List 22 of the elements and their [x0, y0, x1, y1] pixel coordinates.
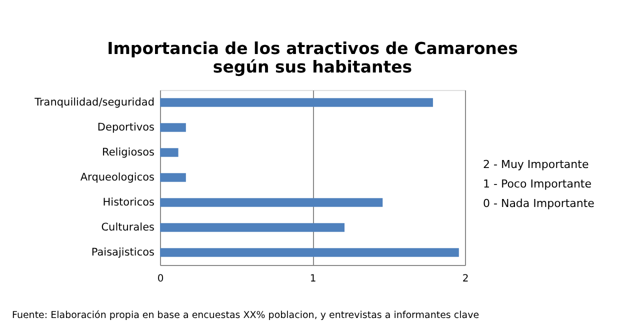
text: 2 - Muy Importante — [483, 158, 589, 171]
bar — [160, 123, 186, 132]
bar — [160, 98, 433, 107]
text: 1 - Poco Importante — [483, 178, 592, 190]
y-tick-label: Deportivos — [97, 122, 154, 134]
y-tick-label: Religiosos — [102, 146, 154, 158]
y-tick-label: Paisajisticos — [91, 246, 154, 258]
bar — [160, 223, 345, 232]
bar — [160, 173, 186, 182]
bar — [160, 248, 459, 257]
y-tick-label: Tranquilidad/seguridad — [34, 96, 154, 108]
text: 0 - Nada Importante — [483, 197, 595, 210]
x-tick-label: 2 — [462, 274, 469, 284]
y-tick-label: Historicos — [102, 196, 154, 208]
x-tick-label: 0 — [157, 274, 164, 284]
y-tick-label: Culturales — [101, 222, 154, 234]
y-tick-label: Arqueologicos — [80, 172, 154, 184]
x-tick-label: 1 — [310, 274, 316, 284]
bar — [160, 198, 383, 207]
chart-title: Importancia de los atractivos de Camarones según sus habitantes — [107, 39, 518, 76]
bar — [160, 148, 178, 157]
source-note: Fuente: Elaboración propia en base a encuestas XX% poblacion, y entrevistas a informantes clave — [12, 310, 480, 321]
